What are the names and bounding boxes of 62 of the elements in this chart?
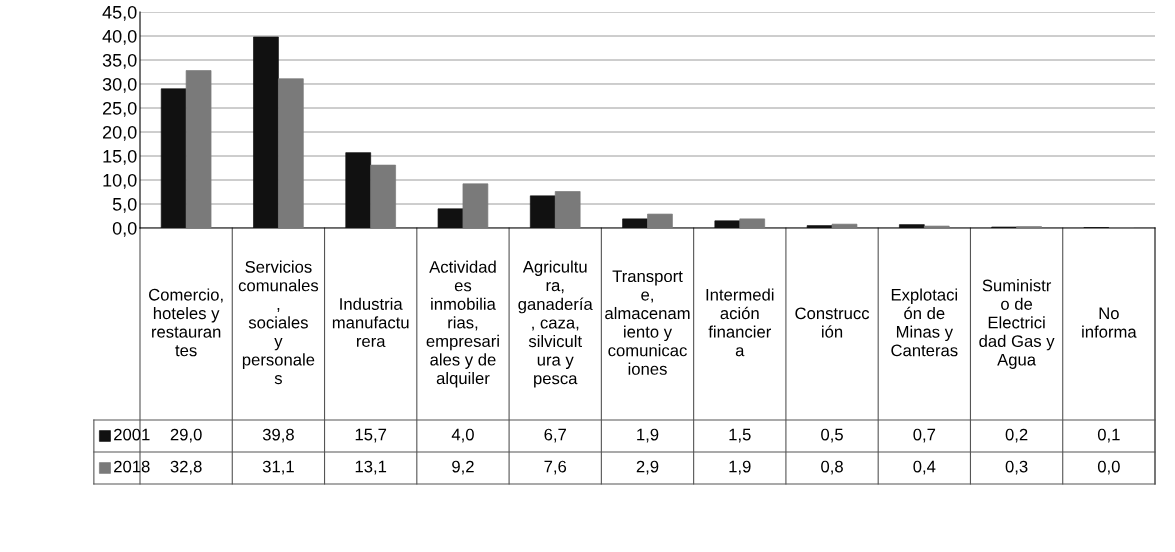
y-tick-label: 45,0 <box>102 5 137 21</box>
data-label: 39,8 <box>262 428 294 443</box>
data-label: 0,7 <box>913 428 936 443</box>
x-tick-label: Explotación de Minas y Canteras <box>891 288 958 357</box>
y-tick-label: 15,0 <box>103 149 137 165</box>
x-tick-label: Industria manufacturera <box>332 297 409 348</box>
data-label: 4,0 <box>451 428 474 443</box>
bar <box>529 195 556 228</box>
data-label: 13,1 <box>355 460 387 475</box>
bar <box>714 220 741 228</box>
bar <box>462 183 489 228</box>
bar <box>253 36 279 228</box>
y-tick-label: 5,0 <box>112 197 137 213</box>
data-label: 7,6 <box>544 460 567 475</box>
data-label: 1,9 <box>729 460 751 475</box>
x-tick-label: Suministro de Electricidad Gas y Agua <box>979 279 1055 369</box>
data-label: 2,9 <box>636 460 659 475</box>
data-label: 15,7 <box>355 428 387 443</box>
y-tick-label: 25,0 <box>102 101 137 117</box>
x-tick-label: Servicios comunales, sociales y personales <box>238 260 319 385</box>
x-tick-label: Transporte, almacenamiento y comunicaciones <box>605 270 690 375</box>
bar <box>647 213 673 228</box>
y-tick-label: 20,0 <box>102 125 137 141</box>
data-label: 0,3 <box>1005 460 1028 475</box>
x-tick-label: Agricultura, ganadería, caza, silvicultura y pesca <box>518 260 593 388</box>
data-label: 29,0 <box>170 428 202 443</box>
bar <box>622 218 648 228</box>
bar <box>437 208 464 228</box>
bar <box>554 191 581 228</box>
bar <box>160 88 187 228</box>
y-tick-label: 35,0 <box>102 53 137 69</box>
bar <box>185 70 212 228</box>
data-label: 32,8 <box>170 460 202 475</box>
bar <box>899 224 925 228</box>
legend-label: 2001 <box>114 428 150 441</box>
bar <box>831 223 858 228</box>
x-tick-label: Construcción <box>795 307 870 338</box>
y-tick-label: 40,0 <box>102 29 137 45</box>
data-label: 1,5 <box>729 428 751 443</box>
bar <box>739 218 766 228</box>
data-label: 0,0 <box>1097 460 1120 475</box>
data-label: 0,1 <box>1097 428 1120 443</box>
y-tick-label: 10,0 <box>103 173 137 189</box>
x-tick-label: Actividades inmobiliarias, empresariales y de alquiler <box>426 260 499 388</box>
x-tick-label: No informa <box>1082 307 1137 338</box>
data-label: 0,2 <box>1005 428 1028 443</box>
data-label: 6,7 <box>544 428 566 443</box>
legend-label: 2018 <box>114 460 150 473</box>
data-label: 0,4 <box>913 460 936 475</box>
data-label: 1,9 <box>637 428 659 443</box>
y-tick-label: 0,0 <box>112 221 137 237</box>
bar <box>278 78 304 228</box>
data-label: 31,1 <box>262 460 294 475</box>
bar <box>806 225 833 228</box>
bar <box>370 164 396 228</box>
data-label: 0,5 <box>821 428 843 443</box>
y-tick-label: 30,0 <box>102 77 137 93</box>
data-label: 0,8 <box>821 460 843 475</box>
x-tick-label: Comercio, hoteles y restaurantes <box>149 288 223 357</box>
data-label: 9,2 <box>452 460 474 475</box>
x-tick-label: Intermediación financiera <box>706 288 774 357</box>
bar <box>345 152 372 228</box>
